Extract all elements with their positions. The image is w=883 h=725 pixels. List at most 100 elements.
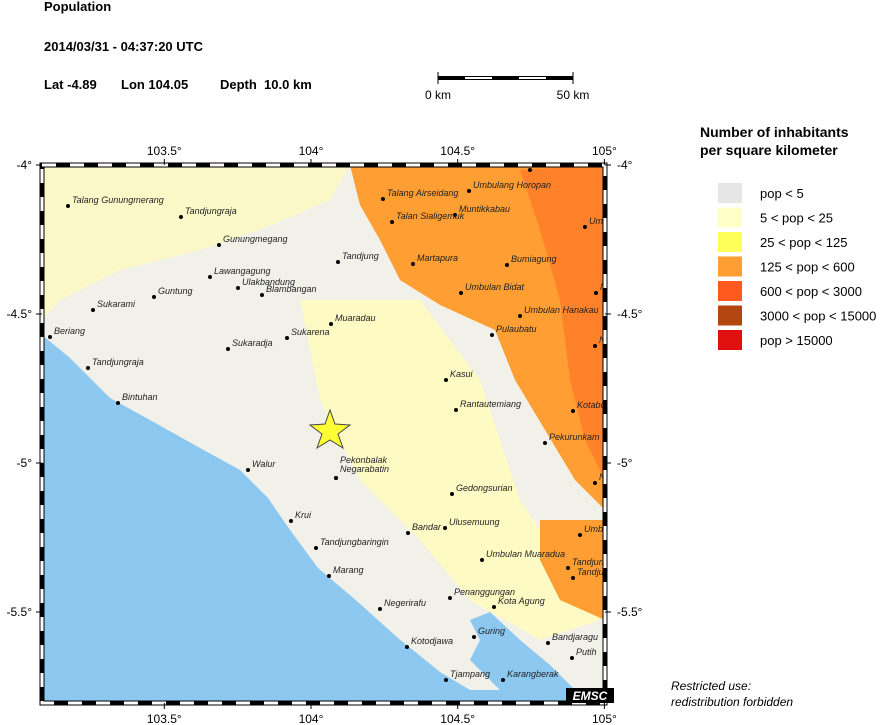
datetime: 2014/03/31 - 04:37:20 UTC [44, 39, 204, 54]
lon-label: 103.5° [147, 712, 182, 725]
town-label: Karangberak [507, 669, 559, 679]
town-dot [543, 441, 547, 445]
town-label: Bandar [412, 522, 442, 532]
town-label: Umbu [589, 216, 613, 226]
town-label: Sukarami [97, 299, 136, 309]
town-dot [91, 308, 95, 312]
lon-label: 104° [299, 144, 324, 158]
lat-label: -5° [17, 456, 33, 470]
town-dot [381, 197, 385, 201]
title: Population [44, 0, 111, 14]
legend-title: per square kilometer [700, 142, 838, 158]
town-dot [578, 533, 582, 537]
lat-label: -5.5° [617, 605, 643, 619]
legend-label: 125 < pop < 600 [760, 260, 855, 275]
town-label: Guntung [158, 286, 193, 296]
town-dot [444, 678, 448, 682]
town-dot [152, 295, 156, 299]
town-dot [490, 333, 494, 337]
town-dot [208, 275, 212, 279]
town-dot [492, 605, 496, 609]
lon-label: 104° [299, 712, 324, 725]
legend-label: 600 < pop < 3000 [760, 284, 862, 299]
scale-start: 0 km [425, 88, 451, 102]
town-label: Sukarena [291, 327, 330, 337]
lon-label: 103.5° [147, 144, 182, 158]
town-label: Umbulang Horopan [473, 180, 551, 190]
town-dot [454, 408, 458, 412]
footer: redistribution forbidden [671, 695, 793, 709]
town-dot [378, 607, 382, 611]
lat: Lat -4.89 [44, 77, 97, 92]
town-label: Tandjungbaringin [320, 537, 389, 547]
town-label: Kotabo [577, 400, 606, 410]
legend-label: pop < 5 [760, 186, 804, 201]
town-dot [314, 546, 318, 550]
legend-swatch [718, 305, 742, 326]
legend-swatch [718, 183, 742, 203]
legend-swatch [718, 281, 742, 301]
town-label: Pekonbalak [340, 455, 388, 465]
town-label: Sukaradja [232, 338, 273, 348]
town-label: Negarab [599, 335, 634, 345]
town-dot [66, 204, 70, 208]
town-label: Bintuhan [122, 392, 158, 402]
town-label: Tandjun [577, 567, 609, 577]
town-dot [260, 293, 264, 297]
town-label: Krui [295, 510, 312, 520]
town-label: Walur [252, 459, 276, 469]
town-dot [236, 286, 240, 290]
town-label: Lawangagung [214, 266, 271, 276]
town-label: Kasui [450, 369, 474, 379]
town-dot [285, 336, 289, 340]
town-label: Blambangan [266, 284, 317, 294]
town-dot [179, 215, 183, 219]
map-frame-dash [40, 163, 607, 705]
town-label: Ulakbandung [242, 277, 295, 287]
town-dot [390, 220, 394, 224]
town-dot [450, 492, 454, 496]
town-label: Tandjungraja [185, 206, 237, 216]
town-dot [405, 645, 409, 649]
legend-label: 5 < pop < 25 [760, 211, 833, 226]
town-label: Tjampang [450, 669, 490, 679]
town-label: Bandjaragu [552, 632, 598, 642]
epicenter-star [308, 408, 352, 450]
town-label: Ulusemuung [449, 517, 500, 527]
town-dot [453, 213, 457, 217]
town-dot [594, 291, 598, 295]
town-dot [501, 678, 505, 682]
lon: Lon 104.05 [121, 77, 188, 92]
town-label: Talan Sialigemuk [396, 211, 465, 221]
town-dot [48, 335, 52, 339]
town-dot [406, 531, 410, 535]
town-dot [336, 260, 340, 264]
town-dot [217, 243, 221, 247]
town-dot [505, 263, 509, 267]
lon-label: 105° [592, 712, 617, 725]
town-dot [86, 366, 90, 370]
town-dot [327, 574, 331, 578]
town-label: Talang Airseidang [387, 188, 458, 198]
town-label: Putih [576, 647, 597, 657]
lat-label: -4° [17, 158, 33, 172]
town-label: Marang [333, 565, 364, 575]
town-label: Rantautemiang [460, 399, 521, 409]
town-dot [444, 378, 448, 382]
legend-swatch [718, 330, 742, 350]
town-dot [480, 558, 484, 562]
town-dot [583, 225, 587, 229]
lat-label: -5° [617, 456, 633, 470]
town-dot [459, 291, 463, 295]
town-label: Umbu [584, 524, 608, 534]
town-dot [570, 656, 574, 660]
town-label: Umbulan Hanakau [524, 305, 599, 315]
town-dot [593, 481, 597, 485]
town-dot [334, 476, 338, 480]
town-dot [571, 409, 575, 413]
lat-label: -5.5° [7, 605, 33, 619]
town-label: Guring [478, 626, 505, 636]
town-label: Negarabatin [340, 464, 389, 474]
